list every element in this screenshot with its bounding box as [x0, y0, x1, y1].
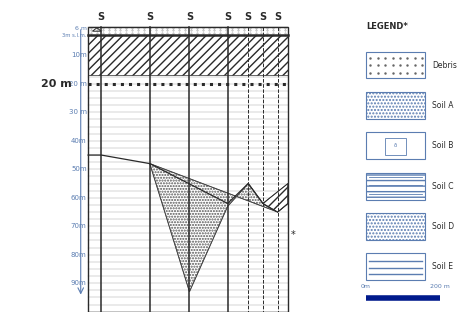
FancyBboxPatch shape: [366, 52, 425, 79]
FancyBboxPatch shape: [366, 173, 425, 200]
FancyBboxPatch shape: [366, 253, 425, 280]
Text: *: *: [291, 230, 296, 240]
Text: ð: ð: [394, 143, 397, 148]
Text: 70m: 70m: [71, 223, 87, 229]
Text: 20 m: 20 m: [69, 81, 87, 87]
Bar: [88, 27, 288, 36]
Bar: [88, 36, 288, 75]
Text: Soil E: Soil E: [432, 262, 453, 271]
Text: 90m: 90m: [71, 280, 87, 286]
FancyBboxPatch shape: [366, 92, 425, 119]
Polygon shape: [263, 183, 288, 212]
Text: S: S: [186, 12, 193, 22]
Bar: [88, 36, 288, 75]
Text: LEGEND*: LEGEND*: [366, 22, 408, 31]
Text: 50m: 50m: [71, 166, 87, 172]
FancyBboxPatch shape: [366, 213, 425, 240]
Text: 200 m: 200 m: [430, 284, 450, 289]
Text: S: S: [259, 12, 266, 22]
Text: S: S: [146, 12, 154, 22]
Text: Soil A: Soil A: [432, 101, 454, 110]
Text: 30 m: 30 m: [69, 109, 87, 115]
Text: 6 m: 6 m: [74, 26, 87, 31]
Text: S: S: [98, 12, 105, 22]
Text: 80m: 80m: [71, 252, 87, 258]
Bar: [88, 27, 288, 312]
Text: S: S: [274, 12, 281, 22]
Text: 60m: 60m: [71, 195, 87, 201]
FancyBboxPatch shape: [366, 132, 425, 159]
Polygon shape: [150, 163, 278, 292]
Text: 0m: 0m: [361, 284, 371, 289]
Text: 20 m: 20 m: [41, 79, 72, 89]
Text: Soil B: Soil B: [432, 141, 453, 150]
Text: 40m: 40m: [71, 138, 87, 144]
Text: Soil C: Soil C: [432, 182, 454, 190]
Text: Debris: Debris: [432, 60, 457, 70]
Text: S: S: [245, 12, 252, 22]
Text: 10m: 10m: [71, 52, 87, 59]
FancyBboxPatch shape: [385, 138, 406, 155]
Text: S: S: [224, 12, 231, 22]
Text: 3m s.l.m.: 3m s.l.m.: [62, 33, 87, 38]
Text: Soil D: Soil D: [432, 222, 454, 231]
